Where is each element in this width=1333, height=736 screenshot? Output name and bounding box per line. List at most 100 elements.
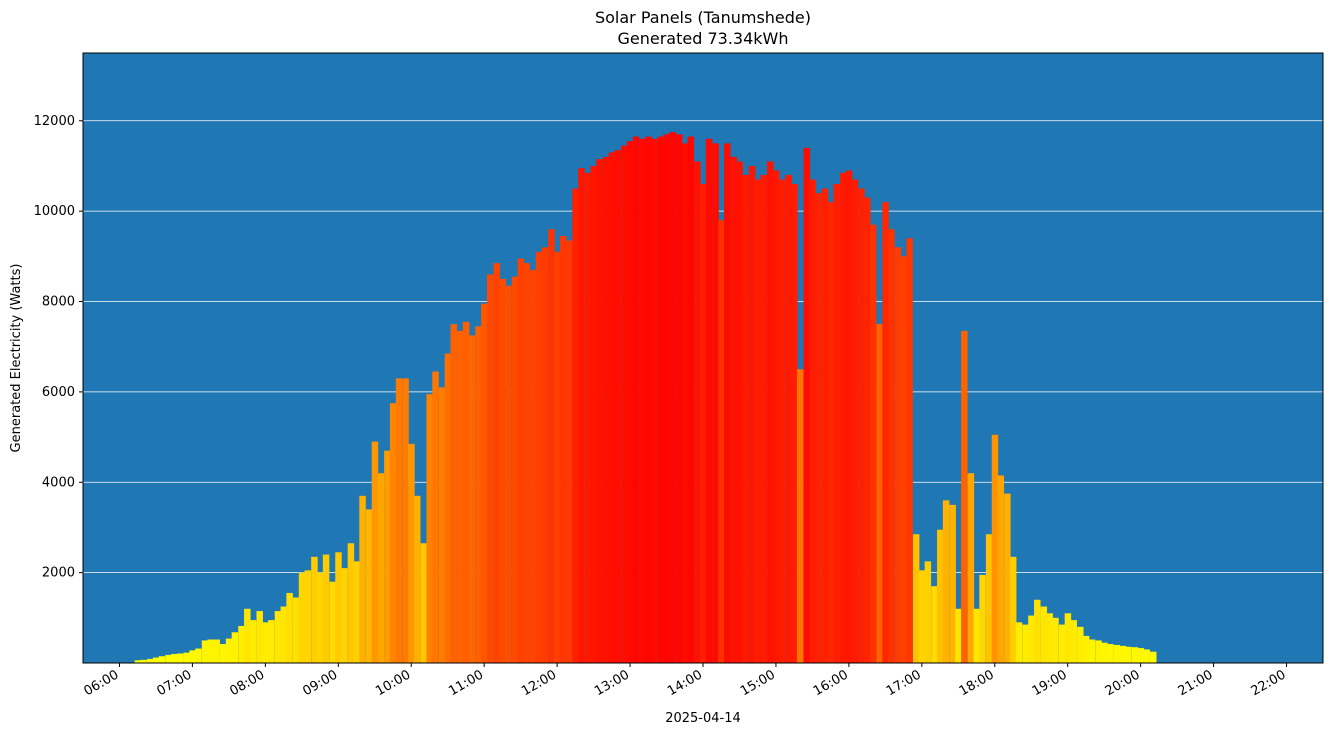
bar <box>329 581 336 663</box>
bar <box>991 434 999 663</box>
bar <box>742 175 749 663</box>
bar <box>900 256 908 663</box>
bar <box>438 387 446 663</box>
bar <box>918 570 926 663</box>
bar <box>189 650 196 663</box>
bar <box>274 611 282 663</box>
bar <box>517 258 525 663</box>
bar <box>803 147 811 663</box>
bar <box>602 156 610 664</box>
x-tick-label: 06:00 <box>82 667 122 699</box>
bar <box>785 175 792 663</box>
y-axis-label: Generated Electricity (Watts) <box>9 264 24 453</box>
bar <box>408 443 415 663</box>
bar <box>1040 606 1048 663</box>
bar <box>322 554 330 663</box>
bar <box>924 561 932 663</box>
bar <box>937 529 944 663</box>
bar <box>256 611 263 663</box>
bar <box>183 652 191 663</box>
bar <box>195 648 202 663</box>
bar <box>1009 556 1017 663</box>
bar <box>869 224 877 663</box>
bar <box>444 353 452 663</box>
bar <box>147 658 154 663</box>
x-axis: 06:00 07:00 08:00 09:00 10:00 11:00 12:00 13:00… <box>82 663 1289 699</box>
bar <box>225 638 233 663</box>
bar <box>882 202 889 663</box>
bar <box>426 394 433 663</box>
y-tick-label: 2000 <box>42 566 75 581</box>
chart-title: Solar Panels (Tanumshede) <box>595 8 811 27</box>
bar <box>1064 613 1072 663</box>
bar <box>311 556 318 663</box>
bar <box>152 657 160 663</box>
bar <box>645 136 652 663</box>
x-tick-label: 13:00 <box>592 667 632 699</box>
bar <box>651 138 658 663</box>
bar <box>627 141 634 664</box>
bar <box>1137 648 1145 663</box>
y-tick-label: 4000 <box>42 475 75 490</box>
bar <box>262 622 269 663</box>
bar <box>402 378 409 663</box>
bar <box>530 269 537 663</box>
bar <box>384 450 391 663</box>
bar <box>608 152 616 663</box>
bar <box>176 653 184 663</box>
bar <box>614 150 622 664</box>
bar <box>632 136 640 663</box>
bar <box>705 138 713 663</box>
bar <box>596 159 603 663</box>
bar <box>140 659 147 663</box>
bar <box>523 263 530 663</box>
bar <box>931 586 938 663</box>
bar <box>280 606 288 663</box>
x-tick-label: 19:00 <box>1030 667 1070 699</box>
bar <box>699 184 707 663</box>
bar <box>675 134 683 664</box>
bar <box>621 145 628 663</box>
bar <box>1015 622 1023 663</box>
bar <box>535 251 543 663</box>
bar <box>220 644 227 663</box>
bar <box>985 534 993 663</box>
bar <box>1088 639 1096 663</box>
bar <box>317 572 324 663</box>
bar <box>359 495 366 663</box>
bar <box>694 161 701 663</box>
bar <box>201 640 209 663</box>
bar <box>1077 626 1084 663</box>
bar <box>876 324 883 663</box>
bar <box>760 175 767 663</box>
chart-subtitle: Generated 73.34kWh <box>618 29 789 48</box>
bar <box>1106 644 1114 663</box>
bar <box>833 184 840 663</box>
bar <box>432 371 439 663</box>
bar <box>840 172 847 664</box>
bar <box>468 335 476 663</box>
bar <box>1034 599 1041 663</box>
bar <box>414 495 421 663</box>
bar <box>389 403 397 663</box>
bar <box>462 321 470 663</box>
bar <box>967 473 975 663</box>
y-tick-label: 6000 <box>42 385 75 400</box>
bar <box>347 543 355 663</box>
bar <box>778 179 786 663</box>
bar <box>1004 493 1011 663</box>
bar <box>906 238 913 663</box>
bar <box>335 552 342 663</box>
bar <box>371 441 379 663</box>
x-tick-label: 16:00 <box>811 667 851 699</box>
bar <box>1070 620 1077 663</box>
bar <box>845 170 853 663</box>
x-tick-label: 09:00 <box>300 667 340 699</box>
x-tick-label: 14:00 <box>665 667 705 699</box>
bar <box>365 509 373 663</box>
bar <box>1022 624 1029 663</box>
bar <box>736 161 743 663</box>
bar <box>1119 645 1126 663</box>
bar <box>864 197 871 663</box>
x-tick-label: 20:00 <box>1103 667 1143 699</box>
